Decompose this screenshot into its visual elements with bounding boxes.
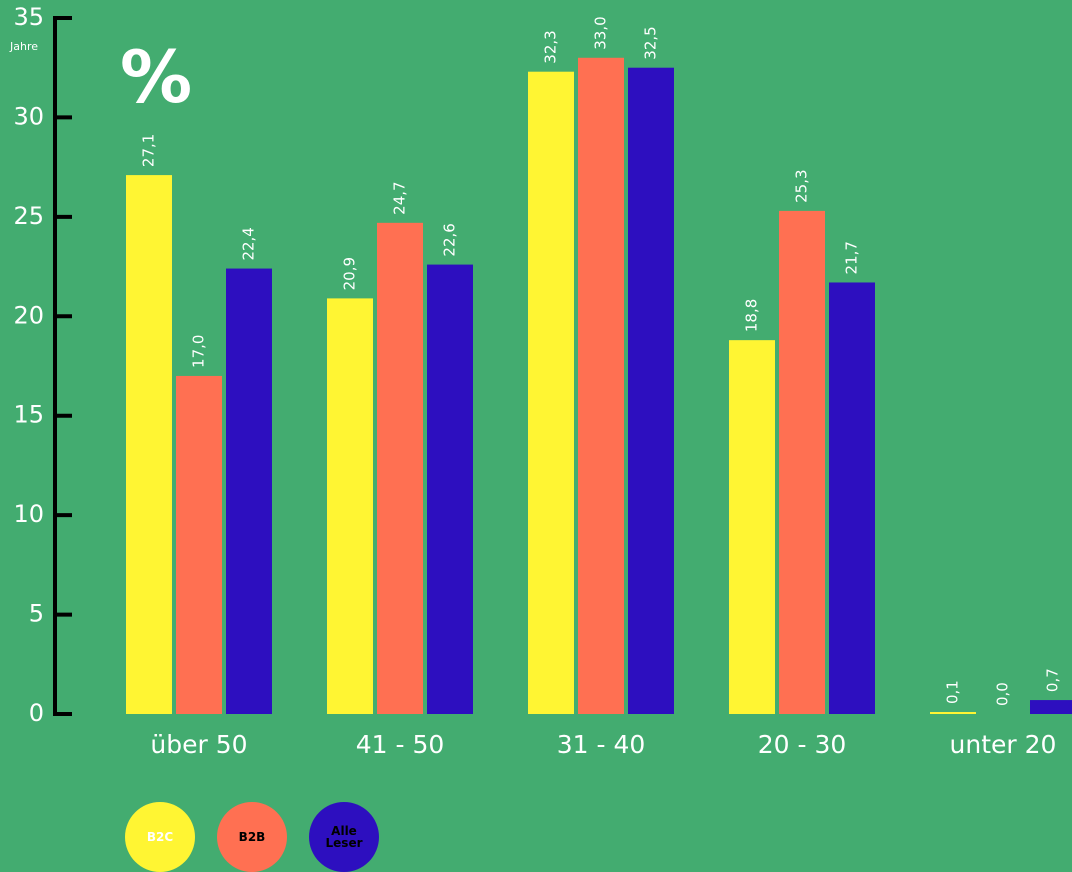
axis-note: Jahre [9, 40, 38, 53]
legend-item: Alle Leser [309, 802, 379, 872]
bar [628, 67, 674, 714]
value-label: 33,0 [592, 16, 610, 49]
value-label: 21,7 [843, 241, 861, 274]
y-tick-label: 35 [13, 3, 44, 31]
x-tick-label: 31 - 40 [557, 730, 646, 759]
bar [578, 57, 624, 715]
legend-item: B2B [217, 802, 287, 872]
x-tick-label: über 50 [150, 730, 247, 759]
bar [377, 222, 423, 714]
value-label: 0,7 [1044, 668, 1062, 692]
value-label: 24,7 [391, 181, 409, 214]
legend-item: B2C [125, 802, 195, 872]
legend: B2C B2B Alle Leser [125, 802, 379, 872]
x-tick-label: unter 20 [950, 730, 1057, 759]
x-tick-label: 20 - 30 [758, 730, 847, 759]
y-tick-label: 25 [13, 202, 44, 230]
bar [427, 264, 473, 714]
value-label: 25,3 [793, 169, 811, 202]
y-tick-label: 5 [29, 600, 44, 628]
y-tick-label: 0 [29, 699, 44, 727]
bar [829, 282, 875, 714]
value-label: 22,4 [240, 227, 258, 260]
bar [126, 175, 172, 714]
value-label: 0,1 [944, 680, 962, 704]
y-tick-label: 10 [13, 500, 44, 528]
y-tick-label: 30 [13, 102, 44, 130]
y-tick-label: 15 [13, 401, 44, 429]
bar [226, 268, 272, 714]
value-label: 27,1 [140, 134, 158, 167]
value-label: 18,8 [743, 299, 761, 332]
value-label: 22,6 [441, 223, 459, 256]
x-tick-label: 41 - 50 [356, 730, 445, 759]
bar [729, 340, 775, 714]
value-label: 32,3 [542, 30, 560, 63]
value-label: 0,0 [994, 682, 1012, 706]
bar [327, 298, 373, 714]
bar [176, 375, 222, 714]
bar [779, 210, 825, 715]
bar [528, 71, 574, 715]
value-label: 32,5 [642, 26, 660, 59]
value-label: 20,9 [341, 257, 359, 290]
value-label: 17,0 [190, 335, 208, 368]
chart-title: % [120, 35, 192, 119]
bar [930, 712, 976, 714]
y-tick-label: 20 [13, 301, 44, 329]
chart: % Jahre 0 5 10 15 20 25 30 35 über 50 27,1 17,0 22,… [9, 3, 1072, 759]
bar [1030, 700, 1072, 714]
